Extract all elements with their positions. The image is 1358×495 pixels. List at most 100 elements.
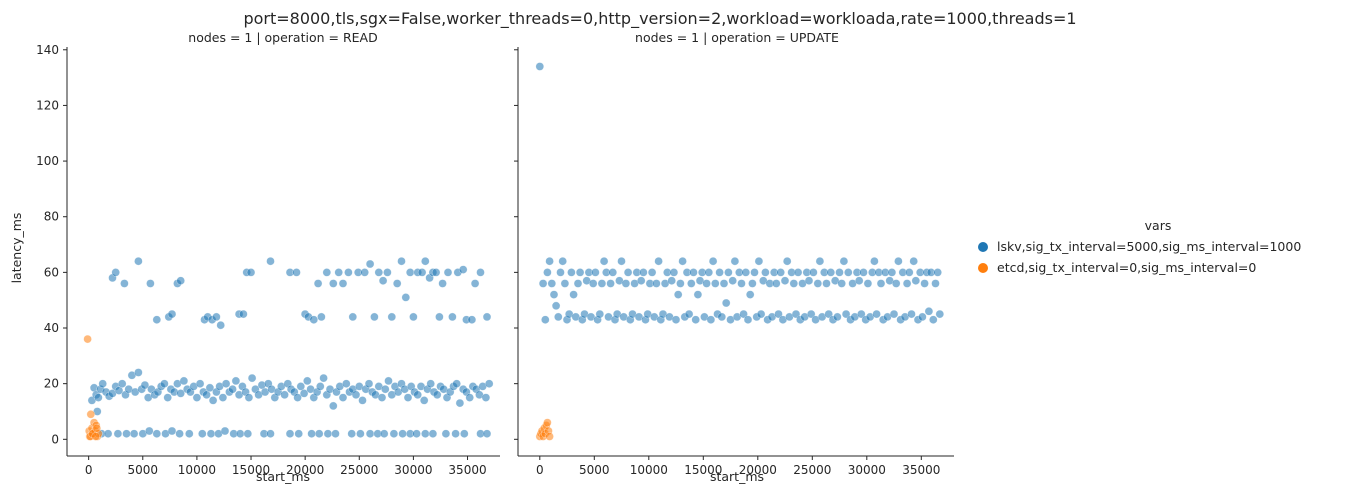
data-point-lskv — [841, 309, 851, 319]
data-point-lskv — [894, 256, 903, 266]
data-point-lskv — [134, 256, 143, 266]
x-tick-label: 20000 — [286, 463, 324, 477]
data-point-lskv — [575, 268, 585, 277]
data-point-lskv — [541, 315, 550, 324]
data-point-etcd — [545, 432, 554, 441]
data-point-lskv — [837, 279, 846, 288]
data-point-lskv — [145, 426, 154, 436]
data-point-lskv — [167, 426, 177, 436]
data-point-lskv — [448, 312, 457, 322]
data-point-lskv — [452, 379, 461, 388]
data-point-lskv — [754, 256, 764, 266]
data-point-lskv — [872, 309, 881, 319]
data-point-lskv — [348, 312, 358, 322]
data-point-lskv — [379, 429, 389, 438]
data-point-lskv — [776, 268, 785, 277]
legend-marker-lskv — [978, 242, 988, 252]
data-point-lskv — [671, 315, 681, 324]
data-point-lskv — [146, 279, 155, 288]
x-tick-label: 0 — [85, 463, 93, 477]
data-point-lskv — [377, 393, 387, 402]
data-point-lskv — [789, 279, 799, 288]
data-point-lskv — [285, 429, 295, 438]
data-point-lskv — [163, 393, 172, 402]
data-point-lskv — [739, 309, 748, 319]
data-point-lskv — [889, 309, 899, 319]
data-point-lskv — [476, 268, 485, 277]
x-tick-label: 25000 — [340, 463, 378, 477]
data-point-lskv — [443, 268, 453, 277]
data-point-lskv — [389, 429, 399, 438]
data-point-lskv — [815, 256, 825, 266]
data-point-lskv — [342, 379, 351, 388]
data-point-lskv — [481, 393, 491, 402]
data-point-lskv — [351, 390, 361, 400]
data-point-lskv — [134, 368, 143, 377]
data-point-lskv — [426, 379, 435, 388]
data-point-lskv — [588, 279, 598, 288]
data-point-lskv — [676, 279, 685, 288]
data-point-lskv — [721, 298, 731, 308]
data-point-lskv — [458, 265, 468, 274]
data-point-etcd — [83, 334, 92, 344]
x-tick-label: 10000 — [630, 463, 668, 477]
x-tick-label: 5000 — [579, 463, 610, 477]
data-point-lskv — [711, 279, 720, 288]
data-point-lskv — [409, 312, 418, 322]
panel-read-axes: 0 5000 10000 15000 20000 25000 30000 35000 0 20 40… — [36, 43, 500, 477]
data-point-lskv — [691, 315, 700, 324]
data-point-lskv — [704, 268, 714, 277]
y-tick-label: 40 — [44, 321, 59, 335]
data-point-lskv — [636, 276, 646, 285]
data-point-lskv — [392, 279, 402, 288]
legend-label-etcd: etcd,sig_tx_interval=0,sig_ms_interval=0 — [997, 260, 1256, 275]
data-point-lskv — [543, 268, 552, 277]
x-tick-label: 0 — [536, 463, 544, 477]
data-point-lskv — [708, 256, 718, 266]
data-point-lskv — [909, 256, 918, 266]
data-point-lskv — [859, 268, 868, 277]
data-point-lskv — [113, 429, 123, 438]
data-point-lskv — [804, 276, 814, 285]
data-point-lskv — [772, 279, 781, 288]
y-tick-label: 120 — [36, 98, 59, 112]
data-point-lskv — [538, 279, 548, 288]
data-point-lskv — [383, 268, 392, 277]
data-point-lskv — [567, 268, 576, 277]
data-point-lskv — [549, 290, 559, 299]
data-point-lskv — [451, 429, 460, 438]
data-point-lskv — [887, 268, 897, 277]
data-point-lskv — [323, 429, 333, 438]
x-tick-label: 30000 — [848, 463, 886, 477]
data-point-lskv — [467, 315, 477, 324]
data-point-lskv — [176, 389, 185, 398]
data-point-lskv — [441, 429, 451, 438]
data-point-lskv — [334, 268, 343, 277]
data-point-lskv — [160, 379, 169, 388]
panel-update-marks — [535, 62, 945, 441]
data-point-lskv — [317, 312, 326, 322]
data-point-lskv — [244, 393, 254, 402]
data-point-lskv — [782, 256, 792, 266]
legend-marker-etcd — [978, 263, 988, 273]
data-point-lskv — [231, 376, 241, 386]
y-tick-label: 80 — [44, 210, 59, 224]
data-point-lskv — [728, 276, 737, 285]
data-point-lskv — [94, 393, 103, 402]
panel-read-title: nodes = 1 | operation = READ — [188, 30, 377, 45]
data-point-lskv — [176, 276, 185, 285]
data-point-lskv — [673, 290, 683, 299]
data-point-lskv — [791, 309, 801, 319]
data-point-lskv — [319, 373, 328, 383]
data-point-lskv — [398, 429, 407, 438]
legend-label-lskv: lskv,sig_tx_interval=5000,sig_ms_interva… — [997, 239, 1301, 254]
data-point-lskv — [403, 393, 413, 402]
data-point-lskv — [216, 320, 225, 330]
data-point-lskv — [239, 309, 248, 319]
data-point-lskv — [935, 309, 945, 319]
y-tick-label: 0 — [51, 432, 59, 446]
data-point-lskv — [195, 379, 205, 388]
data-point-lskv — [129, 429, 139, 438]
data-point-lskv — [806, 309, 816, 319]
data-point-lskv — [316, 382, 325, 391]
